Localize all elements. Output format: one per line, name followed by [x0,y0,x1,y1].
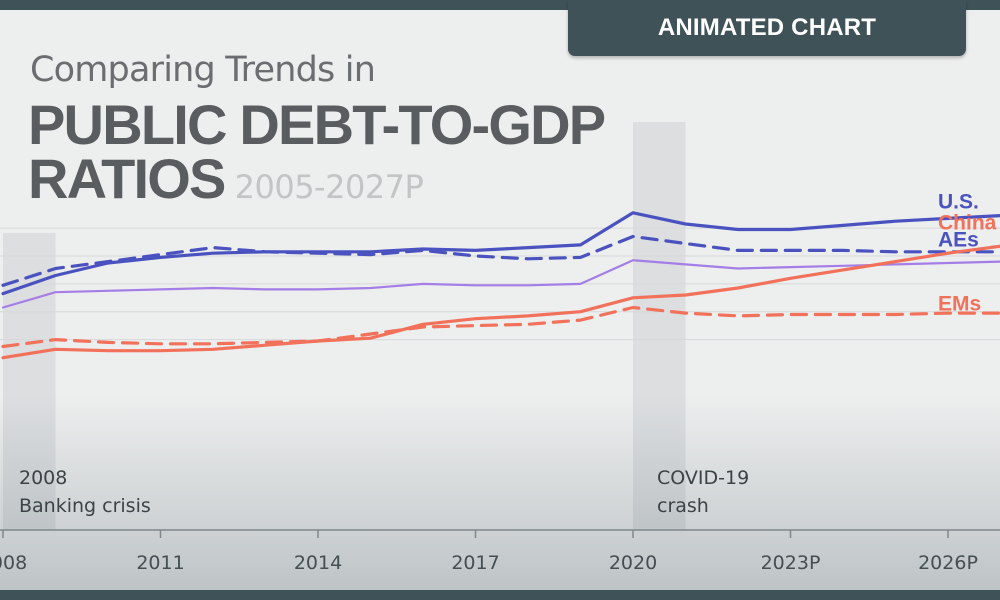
shaded-period-event-label: Banking crisis [19,495,151,517]
bottom-fade-overlay [0,395,1000,590]
top-frame-bar [0,0,1000,10]
series-end-label-ems: EMs [938,292,981,315]
badge-label: ANIMATED CHART [657,14,877,41]
animated-chart-badge: ANIMATED CHART [568,0,966,56]
bottom-frame-bar [0,590,1000,600]
series-line-china [1,244,1000,360]
series-end-label-us: U.S. [938,191,979,214]
date-range: 2005-2027P [234,168,424,206]
chart-title-word: RATIOS [28,147,226,210]
series-line-aes [1,234,1000,287]
chart-title-line1: PUBLIC DEBT-TO-GDP [28,93,606,156]
shaded-period-year-label: 2008 [19,467,67,489]
series-line-ems [1,305,1000,349]
series-line-us [1,211,1000,296]
series-end-label-china: China [938,212,997,235]
series-end-label-aes: AEs [938,228,979,251]
shaded-period-year-label: COVID-19 [657,467,749,489]
shaded-period-event-label: crash [657,495,709,517]
chart-subtitle: Comparing Trends in [30,50,376,90]
series-line-world [1,259,1000,309]
chart-title-line2: RATIOS 2005-2027P [28,146,424,211]
